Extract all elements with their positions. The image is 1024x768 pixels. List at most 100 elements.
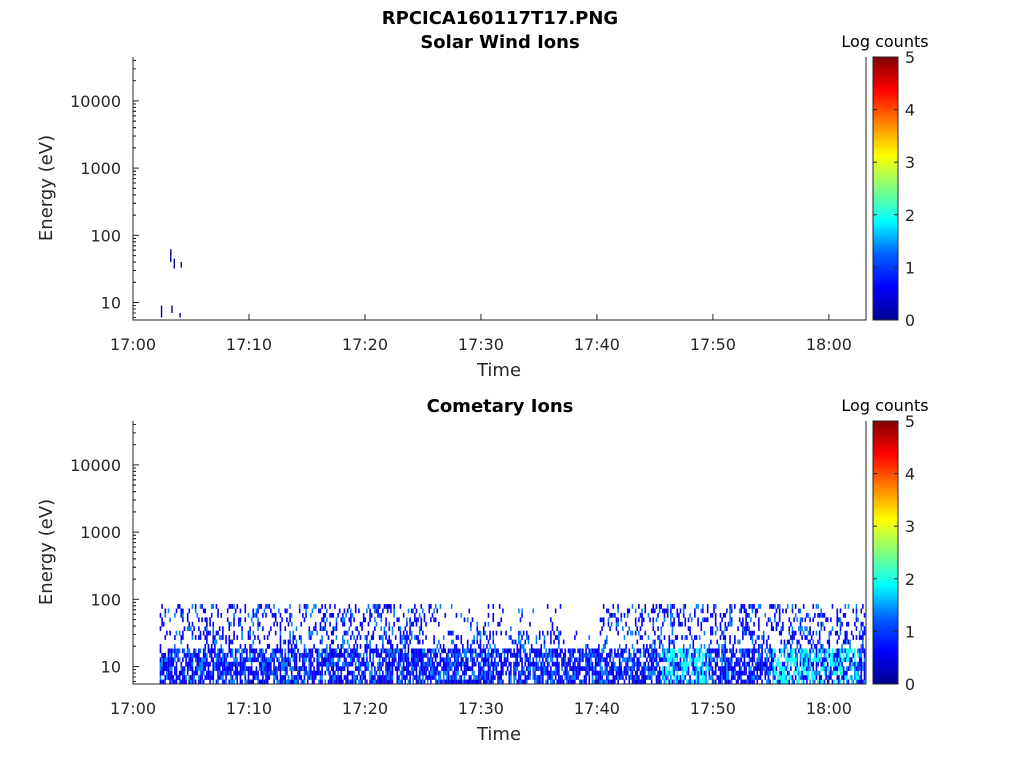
heatmap-cell	[762, 639, 765, 645]
heatmap-cell	[657, 612, 659, 618]
heatmap-cell	[162, 621, 165, 627]
heatmap-cell	[298, 652, 301, 658]
heatmap-cell	[282, 639, 285, 645]
heatmap-cell	[574, 670, 576, 676]
heatmap-cell	[588, 648, 591, 654]
heatmap-cell	[210, 648, 213, 654]
heatmap-cell	[380, 648, 383, 654]
heatmap-cell	[484, 657, 487, 663]
heatmap-cell	[567, 675, 570, 680]
heatmap-cell	[606, 635, 608, 640]
heatmap-cell	[740, 604, 743, 609]
heatmap-cell	[668, 657, 671, 663]
heatmap-cell	[798, 626, 800, 632]
heatmap-cell	[722, 635, 725, 640]
heatmap-cell	[790, 648, 792, 654]
heatmap-cell	[732, 644, 735, 649]
heatmap-cell	[182, 612, 184, 618]
heatmap-cell	[486, 675, 488, 680]
heatmap-cell	[553, 679, 555, 684]
heatmap-cell	[215, 604, 218, 609]
heatmap-cell	[730, 657, 733, 663]
x-tick-label: 17:00	[110, 699, 156, 718]
heatmap-cell	[188, 661, 191, 667]
heatmap-cell	[767, 666, 770, 671]
heatmap-cell	[290, 652, 293, 658]
heatmap-cell	[550, 630, 552, 636]
heatmap-cell	[798, 608, 800, 614]
heatmap-cell	[265, 657, 267, 663]
heatmap-cell	[558, 644, 560, 649]
heatmap-cell	[207, 661, 210, 667]
heatmap-cell	[604, 679, 607, 684]
heatmap-cell	[257, 670, 259, 676]
heatmap-cell	[370, 635, 373, 640]
heatmap-cell	[623, 657, 626, 663]
heatmap-cell	[818, 612, 821, 618]
heatmap-cell	[286, 608, 288, 614]
heatmap-cell	[258, 679, 261, 684]
heatmap-cell	[751, 604, 754, 609]
heatmap-cell	[433, 661, 435, 667]
heatmap-cell	[735, 679, 738, 684]
heatmap-cell	[586, 661, 589, 667]
heatmap-cell	[857, 666, 859, 671]
heatmap-cell	[479, 675, 482, 680]
heatmap-cell	[182, 675, 184, 680]
heatmap-cell	[374, 626, 376, 632]
heatmap-cell	[774, 652, 776, 658]
heatmap-cell	[492, 648, 495, 654]
heatmap-cell	[246, 666, 248, 671]
heatmap-cell	[399, 639, 402, 645]
heatmap-cell	[407, 666, 410, 671]
heatmap-cell	[292, 648, 295, 654]
heatmap-cell	[260, 670, 263, 676]
heatmap-cell	[214, 648, 216, 654]
heatmap-cell	[844, 648, 847, 654]
heatmap-cell	[663, 635, 666, 640]
heatmap-cell	[542, 670, 544, 676]
heatmap-cell	[562, 670, 565, 676]
heatmap-cell	[202, 630, 205, 636]
heatmap-cell	[716, 675, 719, 680]
heatmap-cell	[791, 679, 794, 684]
heatmap-cell	[404, 635, 407, 640]
heatmap-cell	[465, 657, 467, 663]
heatmap-cell	[386, 675, 389, 680]
heatmap-cell	[820, 679, 823, 684]
heatmap-cell	[793, 661, 795, 667]
heatmap-cell	[276, 675, 279, 680]
heatmap-cell	[646, 675, 648, 680]
heatmap-cell	[231, 648, 234, 654]
heatmap-cell	[170, 679, 173, 684]
heatmap-cell	[622, 626, 624, 632]
heatmap-cell	[578, 661, 581, 667]
cometary-y-label: Energy (eV)	[36, 499, 57, 605]
heatmap-cell	[518, 679, 520, 684]
heatmap-cell	[812, 630, 815, 636]
heatmap-cell	[497, 670, 499, 676]
heatmap-cell	[535, 652, 538, 658]
heatmap-cell	[636, 639, 639, 645]
heatmap-cell	[414, 666, 416, 671]
heatmap-cell	[588, 670, 591, 676]
heatmap-cell	[745, 679, 747, 684]
heatmap-cell	[638, 666, 640, 671]
heatmap-cell	[460, 652, 463, 658]
heatmap-cell	[401, 635, 403, 640]
heatmap-cell	[714, 661, 717, 667]
heatmap-cell	[822, 612, 824, 618]
heatmap-cell	[679, 608, 682, 614]
heatmap-cell	[319, 679, 322, 684]
heatmap-cell	[252, 657, 255, 663]
heatmap-cell	[820, 644, 823, 649]
heatmap-cell	[450, 639, 453, 645]
heatmap-cell	[202, 657, 205, 663]
heatmap-cell	[382, 661, 384, 667]
heatmap-cell	[372, 648, 375, 654]
heatmap-cell	[186, 648, 189, 654]
heatmap-cell	[388, 675, 391, 680]
heatmap-cell	[830, 617, 832, 623]
heatmap-cell	[702, 604, 704, 609]
heatmap-cell	[801, 675, 803, 680]
